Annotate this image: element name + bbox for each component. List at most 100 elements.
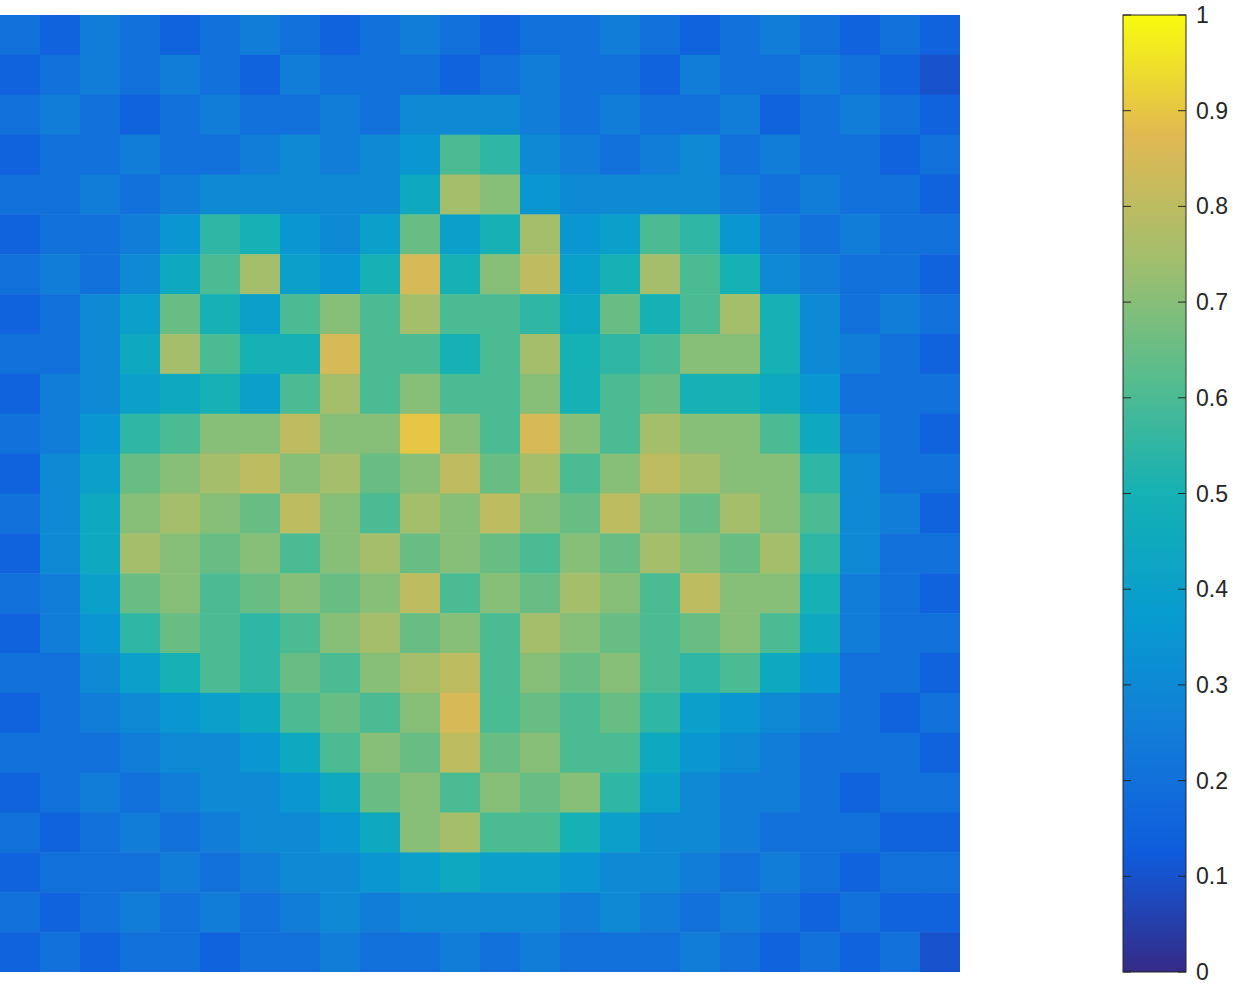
heatmap-cell — [280, 374, 321, 414]
heatmap-cell — [560, 214, 601, 254]
heatmap-cell — [840, 374, 881, 414]
heatmap-cell — [480, 773, 521, 813]
heatmap-cell — [760, 733, 801, 773]
heatmap-cell — [400, 494, 441, 534]
heatmap-cell — [680, 613, 721, 653]
heatmap-cell — [400, 254, 441, 294]
heatmap-cell — [680, 932, 721, 972]
heatmap-cell — [200, 573, 241, 613]
heatmap-cell — [40, 95, 81, 135]
heatmap-cell — [560, 135, 601, 175]
heatmap-cell — [840, 573, 881, 613]
heatmap-cell — [720, 254, 761, 294]
heatmap-cell — [80, 573, 121, 613]
heatmap-cell — [240, 334, 281, 374]
heatmap-cell — [320, 414, 361, 454]
heatmap-cell — [320, 613, 361, 653]
heatmap-cell — [720, 414, 761, 454]
heatmap-cell — [680, 294, 721, 334]
heatmap-cell — [760, 414, 801, 454]
heatmap-cell — [400, 892, 441, 932]
heatmap-cell — [320, 533, 361, 573]
heatmap-cell — [640, 334, 681, 374]
heatmap-cell — [520, 15, 561, 55]
heatmap-cell — [240, 175, 281, 215]
heatmap-cell — [160, 374, 201, 414]
heatmap-cell — [720, 454, 761, 494]
heatmap-cell — [560, 813, 601, 853]
colorbar-tick — [1178, 302, 1186, 303]
heatmap-cell — [840, 95, 881, 135]
heatmap-cell — [80, 494, 121, 534]
heatmap-cell — [680, 334, 721, 374]
heatmap-cell — [320, 813, 361, 853]
heatmap-cell — [760, 494, 801, 534]
heatmap-cell — [680, 733, 721, 773]
heatmap-cell — [880, 852, 921, 892]
heatmap-cell — [560, 334, 601, 374]
heatmap-cell — [680, 254, 721, 294]
heatmap-cell — [240, 733, 281, 773]
colorbar-tick-label: 1 — [1196, 2, 1209, 28]
heatmap-cell — [720, 175, 761, 215]
heatmap-cell — [240, 852, 281, 892]
heatmap-cell — [600, 573, 641, 613]
heatmap-cell — [80, 294, 121, 334]
heatmap-cell — [120, 294, 161, 334]
heatmap-cell — [720, 533, 761, 573]
heatmap-cell — [800, 15, 841, 55]
heatmap-cell — [640, 653, 681, 693]
heatmap-cell — [120, 135, 161, 175]
heatmap-cell — [240, 533, 281, 573]
heatmap-cell — [320, 573, 361, 613]
heatmap-cell — [80, 813, 121, 853]
heatmap-cell — [200, 932, 241, 972]
heatmap-cell — [920, 533, 960, 573]
heatmap-cell — [400, 693, 441, 733]
heatmap-cell — [920, 175, 960, 215]
heatmap-cell — [400, 95, 441, 135]
colorbar-tick — [1123, 876, 1131, 877]
heatmap-cell — [920, 254, 960, 294]
heatmap-cell — [760, 653, 801, 693]
heatmap-cell — [120, 852, 161, 892]
heatmap-cell — [0, 254, 41, 294]
heatmap-cell — [160, 214, 201, 254]
heatmap-cell — [800, 613, 841, 653]
heatmap-cell — [560, 613, 601, 653]
heatmap-cell — [80, 214, 121, 254]
heatmap-cell — [160, 892, 201, 932]
heatmap-cell — [280, 733, 321, 773]
heatmap-cell — [600, 932, 641, 972]
heatmap-cell — [880, 294, 921, 334]
heatmap-cell — [760, 214, 801, 254]
heatmap-cell — [760, 533, 801, 573]
heatmap-cell — [80, 852, 121, 892]
heatmap-cell — [600, 414, 641, 454]
heatmap-cell — [800, 95, 841, 135]
heatmap-cell — [600, 693, 641, 733]
heatmap-cell — [680, 15, 721, 55]
heatmap-cell — [560, 533, 601, 573]
colorbar-tick-label: 0.5 — [1196, 481, 1228, 507]
heatmap-cell — [640, 892, 681, 932]
heatmap-cell — [800, 852, 841, 892]
heatmap-cell — [720, 653, 761, 693]
heatmap-cell — [880, 932, 921, 972]
heatmap-cell — [920, 15, 960, 55]
heatmap-cell — [80, 95, 121, 135]
heatmap-cell — [480, 653, 521, 693]
heatmap-cell — [240, 95, 281, 135]
heatmap-cell — [360, 653, 401, 693]
heatmap-cell — [720, 95, 761, 135]
heatmap-cell — [80, 15, 121, 55]
heatmap-cell — [320, 374, 361, 414]
heatmap-cell — [920, 653, 960, 693]
heatmap-cell — [840, 294, 881, 334]
heatmap-cell — [480, 135, 521, 175]
heatmap-cell — [0, 613, 41, 653]
heatmap-cell — [280, 55, 321, 95]
colorbar-tick — [1178, 589, 1186, 590]
heatmap-cell — [680, 573, 721, 613]
heatmap-cell — [360, 773, 401, 813]
